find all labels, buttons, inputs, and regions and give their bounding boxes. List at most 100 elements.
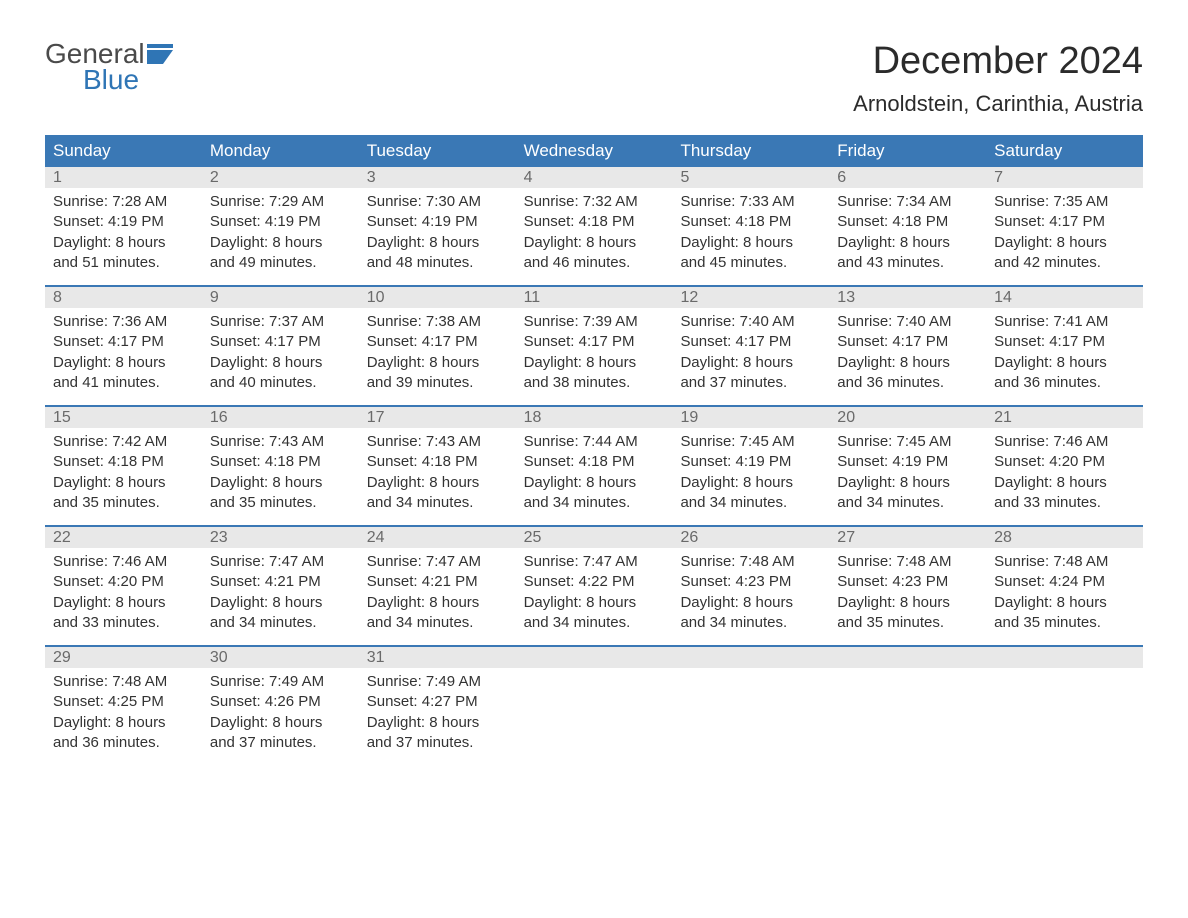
day-cell: Sunrise: 7:48 AMSunset: 4:23 PMDaylight:… <box>829 548 986 645</box>
day-number-row: 891011121314 <box>45 287 1143 308</box>
day-cell: Sunrise: 7:36 AMSunset: 4:17 PMDaylight:… <box>45 308 202 405</box>
day-d1: Daylight: 8 hours <box>524 353 665 373</box>
day-d1: Daylight: 8 hours <box>210 593 351 613</box>
day-sunset: Sunset: 4:19 PM <box>837 452 978 472</box>
day-sunrise: Sunrise: 7:32 AM <box>524 192 665 212</box>
day-cell <box>829 668 986 765</box>
day-sunset: Sunset: 4:19 PM <box>367 212 508 232</box>
day-cell <box>986 668 1143 765</box>
day-sunrise: Sunrise: 7:45 AM <box>680 432 821 452</box>
day-cell: Sunrise: 7:42 AMSunset: 4:18 PMDaylight:… <box>45 428 202 525</box>
day-d1: Daylight: 8 hours <box>367 473 508 493</box>
day-sunrise: Sunrise: 7:43 AM <box>367 432 508 452</box>
day-d1: Daylight: 8 hours <box>367 233 508 253</box>
day-cell: Sunrise: 7:46 AMSunset: 4:20 PMDaylight:… <box>986 428 1143 525</box>
day-sunset: Sunset: 4:17 PM <box>837 332 978 352</box>
dow-friday: Friday <box>829 135 986 167</box>
day-number: 6 <box>829 167 986 188</box>
day-number-row: 22232425262728 <box>45 527 1143 548</box>
day-number: 30 <box>202 647 359 668</box>
day-d2: and 34 minutes. <box>524 613 665 633</box>
day-number: 10 <box>359 287 516 308</box>
day-d2: and 46 minutes. <box>524 253 665 273</box>
day-number <box>516 647 673 668</box>
dow-saturday: Saturday <box>986 135 1143 167</box>
day-d1: Daylight: 8 hours <box>53 233 194 253</box>
day-sunset: Sunset: 4:18 PM <box>524 212 665 232</box>
dow-monday: Monday <box>202 135 359 167</box>
dow-sunday: Sunday <box>45 135 202 167</box>
day-number: 3 <box>359 167 516 188</box>
day-d2: and 34 minutes. <box>367 613 508 633</box>
day-d2: and 35 minutes. <box>837 613 978 633</box>
day-d1: Daylight: 8 hours <box>367 713 508 733</box>
day-sunset: Sunset: 4:18 PM <box>210 452 351 472</box>
day-d2: and 37 minutes. <box>680 373 821 393</box>
day-sunset: Sunset: 4:23 PM <box>837 572 978 592</box>
location-label: Arnoldstein, Carinthia, Austria <box>853 91 1143 117</box>
day-cell: Sunrise: 7:29 AMSunset: 4:19 PMDaylight:… <box>202 188 359 285</box>
day-d2: and 41 minutes. <box>53 373 194 393</box>
day-d2: and 49 minutes. <box>210 253 351 273</box>
day-sunset: Sunset: 4:20 PM <box>53 572 194 592</box>
day-d1: Daylight: 8 hours <box>837 353 978 373</box>
day-number-row: 293031 <box>45 647 1143 668</box>
day-sunset: Sunset: 4:17 PM <box>994 212 1135 232</box>
day-sunset: Sunset: 4:19 PM <box>210 212 351 232</box>
day-sunset: Sunset: 4:19 PM <box>53 212 194 232</box>
day-d1: Daylight: 8 hours <box>837 473 978 493</box>
day-d2: and 43 minutes. <box>837 253 978 273</box>
day-cell: Sunrise: 7:28 AMSunset: 4:19 PMDaylight:… <box>45 188 202 285</box>
day-number: 29 <box>45 647 202 668</box>
day-number <box>986 647 1143 668</box>
day-sunset: Sunset: 4:25 PM <box>53 692 194 712</box>
day-number: 4 <box>516 167 673 188</box>
day-number: 23 <box>202 527 359 548</box>
day-d1: Daylight: 8 hours <box>53 473 194 493</box>
day-number: 20 <box>829 407 986 428</box>
day-sunrise: Sunrise: 7:47 AM <box>210 552 351 572</box>
day-d2: and 35 minutes. <box>994 613 1135 633</box>
day-d2: and 36 minutes. <box>994 373 1135 393</box>
day-cell: Sunrise: 7:47 AMSunset: 4:22 PMDaylight:… <box>516 548 673 645</box>
day-cell: Sunrise: 7:47 AMSunset: 4:21 PMDaylight:… <box>359 548 516 645</box>
day-number: 9 <box>202 287 359 308</box>
day-d2: and 45 minutes. <box>680 253 821 273</box>
day-cell: Sunrise: 7:37 AMSunset: 4:17 PMDaylight:… <box>202 308 359 405</box>
day-number <box>829 647 986 668</box>
day-d2: and 34 minutes. <box>837 493 978 513</box>
day-sunset: Sunset: 4:23 PM <box>680 572 821 592</box>
day-number: 16 <box>202 407 359 428</box>
dow-tuesday: Tuesday <box>359 135 516 167</box>
week-block: 15161718192021Sunrise: 7:42 AMSunset: 4:… <box>45 405 1143 525</box>
day-cell: Sunrise: 7:48 AMSunset: 4:24 PMDaylight:… <box>986 548 1143 645</box>
day-number: 25 <box>516 527 673 548</box>
week-block: 1234567Sunrise: 7:28 AMSunset: 4:19 PMDa… <box>45 167 1143 285</box>
day-cell: Sunrise: 7:30 AMSunset: 4:19 PMDaylight:… <box>359 188 516 285</box>
day-sunrise: Sunrise: 7:42 AM <box>53 432 194 452</box>
day-d1: Daylight: 8 hours <box>210 233 351 253</box>
day-d1: Daylight: 8 hours <box>53 713 194 733</box>
day-sunrise: Sunrise: 7:49 AM <box>210 672 351 692</box>
day-d2: and 34 minutes. <box>524 493 665 513</box>
page-title: December 2024 <box>853 40 1143 83</box>
day-cell: Sunrise: 7:46 AMSunset: 4:20 PMDaylight:… <box>45 548 202 645</box>
day-d1: Daylight: 8 hours <box>837 593 978 613</box>
day-sunrise: Sunrise: 7:30 AM <box>367 192 508 212</box>
day-number: 7 <box>986 167 1143 188</box>
day-sunrise: Sunrise: 7:37 AM <box>210 312 351 332</box>
day-sunrise: Sunrise: 7:40 AM <box>680 312 821 332</box>
day-sunrise: Sunrise: 7:48 AM <box>53 672 194 692</box>
day-sunset: Sunset: 4:26 PM <box>210 692 351 712</box>
day-number: 19 <box>672 407 829 428</box>
day-d1: Daylight: 8 hours <box>680 473 821 493</box>
day-cell: Sunrise: 7:43 AMSunset: 4:18 PMDaylight:… <box>359 428 516 525</box>
day-sunset: Sunset: 4:18 PM <box>524 452 665 472</box>
dow-thursday: Thursday <box>672 135 829 167</box>
day-cell: Sunrise: 7:45 AMSunset: 4:19 PMDaylight:… <box>672 428 829 525</box>
day-cell: Sunrise: 7:47 AMSunset: 4:21 PMDaylight:… <box>202 548 359 645</box>
day-sunrise: Sunrise: 7:39 AM <box>524 312 665 332</box>
day-d2: and 35 minutes. <box>210 493 351 513</box>
day-cell: Sunrise: 7:48 AMSunset: 4:25 PMDaylight:… <box>45 668 202 765</box>
day-d1: Daylight: 8 hours <box>524 233 665 253</box>
